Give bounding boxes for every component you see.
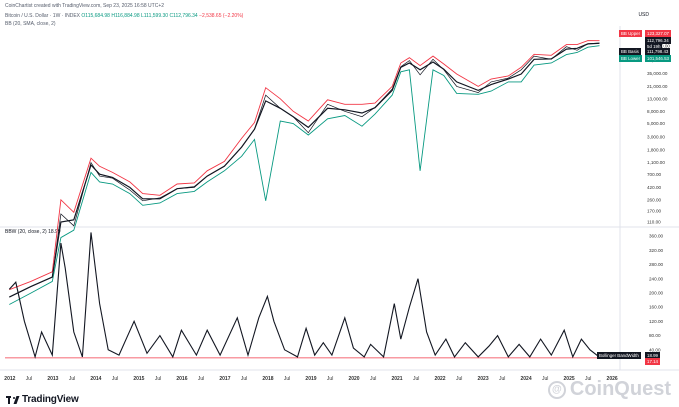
price-tick-label: 35,000.00: [647, 71, 668, 76]
price-tick-label: 5,000.00: [647, 121, 665, 126]
time-tick-label: Jul: [198, 376, 204, 382]
time-tick-label: 2025: [564, 376, 575, 382]
bbw-tick-label: 360.00: [649, 234, 663, 239]
bbw-tick-label: 320.00: [649, 248, 663, 253]
time-tick-label: Jul: [499, 376, 505, 382]
time-tick-label: Jul: [585, 376, 591, 382]
countdown-badge: 5d 19h: [645, 43, 663, 50]
indicator-legend-bb[interactable]: BB (20, SMA, close, 2): [5, 21, 56, 27]
bb-lower-line: [9, 45, 600, 305]
symbol-legend: Bitcoin / U.S. Dollar · 1W · INDEX O115,…: [5, 13, 243, 19]
bb-lower-badge-label: BB Lower: [619, 55, 643, 62]
bbw-badge-value: 18.99: [645, 352, 660, 359]
bb-upper-badge-value: 123,327.07: [645, 30, 671, 37]
bbw-legend-value: 18.99: [48, 229, 61, 235]
bb-basis-badge-value: 111,798.43: [645, 48, 671, 55]
price-tick-label: 700.00: [647, 172, 661, 177]
time-tick-label: 2026: [607, 376, 618, 382]
bb-basis-badge-label: BB Basis: [619, 48, 641, 55]
indicator-legend-bbw[interactable]: BBW (20, close, 2) 18.99: [5, 229, 61, 235]
bbw-tick-label: 200.00: [649, 290, 663, 295]
time-tick-label: 2012: [4, 376, 15, 382]
time-tick-label: 2016: [176, 376, 187, 382]
bb-lower-badge-value: 101,546.53: [645, 55, 671, 62]
price-tick-label: 420.00: [647, 185, 661, 190]
price-tick-label: 1,100.00: [647, 160, 665, 165]
time-tick-label: Jul: [456, 376, 462, 382]
time-tick-label: Jul: [542, 376, 548, 382]
brand-name: TradingView: [22, 394, 79, 405]
bbw-legend-label: BBW (20, close, 2): [5, 229, 47, 235]
bbw-line: [8, 232, 600, 359]
price-tick-label: 1,800.00: [647, 147, 665, 152]
time-tick-label: Jul: [284, 376, 290, 382]
price-tick-label: 3,000.00: [647, 134, 665, 139]
price-tick-label: 260.00: [647, 197, 661, 202]
watermark-text: CoinQuest: [569, 378, 671, 400]
time-tick-label: 2019: [305, 376, 316, 382]
price-tick-label: 8,000.00: [647, 109, 665, 114]
time-tick-label: 2017: [219, 376, 230, 382]
time-tick-label: 2024: [521, 376, 532, 382]
time-tick-label: 2023: [477, 376, 488, 382]
bb-basis-line: [9, 42, 600, 298]
time-tick-label: 2014: [90, 376, 101, 382]
time-tick-label: 2020: [348, 376, 359, 382]
coin-logo-icon: @: [547, 380, 566, 399]
credit-text: CoinChartist created with TradingView.co…: [5, 3, 165, 9]
time-tick-label: Jul: [370, 376, 376, 382]
time-tick-label: 2022: [434, 376, 445, 382]
price-line: [9, 42, 600, 298]
bbw-tick-label: 160.00: [649, 305, 663, 310]
time-tick-label: Jul: [413, 376, 419, 382]
price-tick-label: 110.00: [647, 220, 661, 225]
bbw-tick-label: 240.00: [649, 276, 663, 281]
price-tick-label: 13,000.00: [647, 96, 668, 101]
bbw-threshold-badge: 17.14: [645, 358, 660, 365]
time-tick-label: Jul: [26, 376, 32, 382]
symbol-name[interactable]: Bitcoin / U.S. Dollar · 1W · INDEX: [5, 13, 81, 19]
bbw-tick-label: 280.00: [649, 262, 663, 267]
bbw-tick-label: 40.00: [649, 347, 661, 352]
price-tick-label: 21,000.00: [647, 84, 668, 89]
footer-brand[interactable]: TradingView: [6, 394, 79, 405]
ohlc-values: O115,684.98 H116,884.98 L111,599.30 C112…: [81, 13, 198, 19]
bb-upper-line: [9, 40, 600, 291]
time-tick-label: Jul: [112, 376, 118, 382]
tradingview-logo-icon: [6, 395, 20, 404]
bb-upper-badge-label: BB Upper: [619, 30, 643, 37]
bbw-badge-label: Bollinger BandWidth: [597, 352, 641, 359]
time-tick-label: 2013: [47, 376, 58, 382]
time-tick-label: Jul: [69, 376, 75, 382]
time-tick-label: Jul: [327, 376, 333, 382]
price-change: −2,538.65 (−2.20%): [199, 13, 244, 19]
bbw-tick-label: 120.00: [649, 319, 663, 324]
time-tick-label: 2021: [391, 376, 402, 382]
watermark: @ CoinQuest: [547, 378, 671, 401]
time-tick-label: 2018: [262, 376, 273, 382]
bbw-tick-label: 80.00: [649, 333, 661, 338]
time-tick-label: Jul: [241, 376, 247, 382]
price-tick-label: 170.00: [647, 208, 661, 213]
time-tick-label: 2015: [133, 376, 144, 382]
currency-label[interactable]: USD: [638, 12, 649, 18]
price-badge-value: 112,796.34: [645, 37, 671, 44]
time-tick-label: Jul: [155, 376, 161, 382]
